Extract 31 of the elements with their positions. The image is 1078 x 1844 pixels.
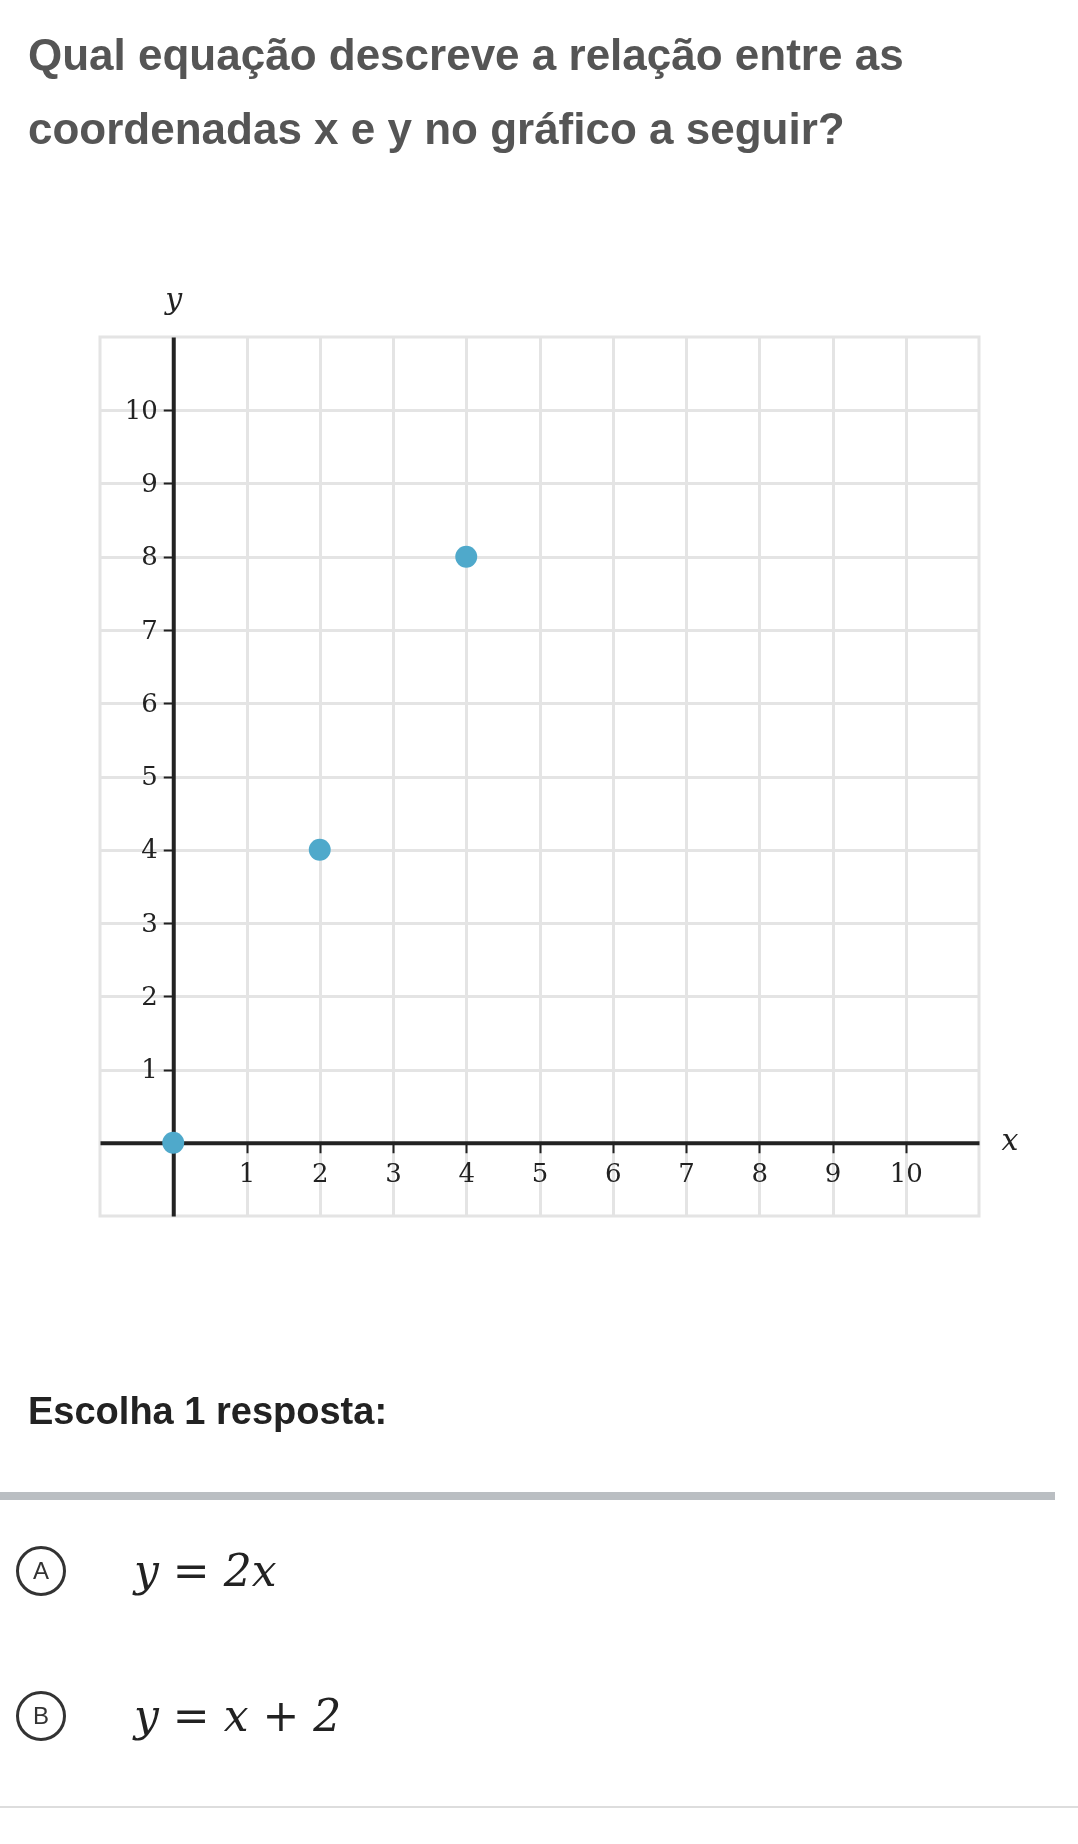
y-tick-label: 3 (141, 907, 158, 938)
x-tick-label: 2 (311, 1158, 329, 1189)
text: A (16, 1545, 66, 1596)
y-tick-label: 5 (141, 761, 158, 791)
x-axis-title: x (1001, 1122, 1019, 1158)
x-tick-label: 7 (678, 1158, 695, 1189)
x-tick-label: 5 (531, 1158, 549, 1189)
x-tick-label: 3 (385, 1158, 402, 1189)
text: y = 2x (134, 1545, 277, 1596)
y-tick-label: 7 (141, 614, 158, 645)
y-tick-label: 1 (141, 1054, 158, 1084)
y-tick-label: 6 (141, 687, 158, 718)
point (308, 838, 331, 861)
text: Escolha 1 resposta: (28, 1390, 388, 1433)
point (162, 1131, 185, 1154)
x-tick-label: 1 (238, 1158, 256, 1189)
y-tick-label: 9 (141, 468, 158, 498)
y-tick-label: 10 (124, 394, 158, 425)
x-tick-label: 9 (824, 1158, 842, 1189)
x-tick-label: 10 (889, 1158, 923, 1189)
x-tick-label: 8 (751, 1158, 769, 1189)
text: B (16, 1690, 66, 1741)
chart-title: Qual equação descreve a relação entre as coordenadas x e y no gráfico a seguir? (28, 29, 905, 155)
text: y = x + 2 (134, 1690, 342, 1741)
x-tick-label: 4 (458, 1158, 476, 1189)
y-tick-label: 8 (141, 541, 158, 572)
point (455, 545, 478, 568)
y-axis-title: y (163, 280, 184, 316)
y-tick-label: 4 (141, 834, 158, 865)
y-tick-label: 2 (141, 980, 158, 1011)
x-tick-label: 6 (604, 1158, 622, 1189)
